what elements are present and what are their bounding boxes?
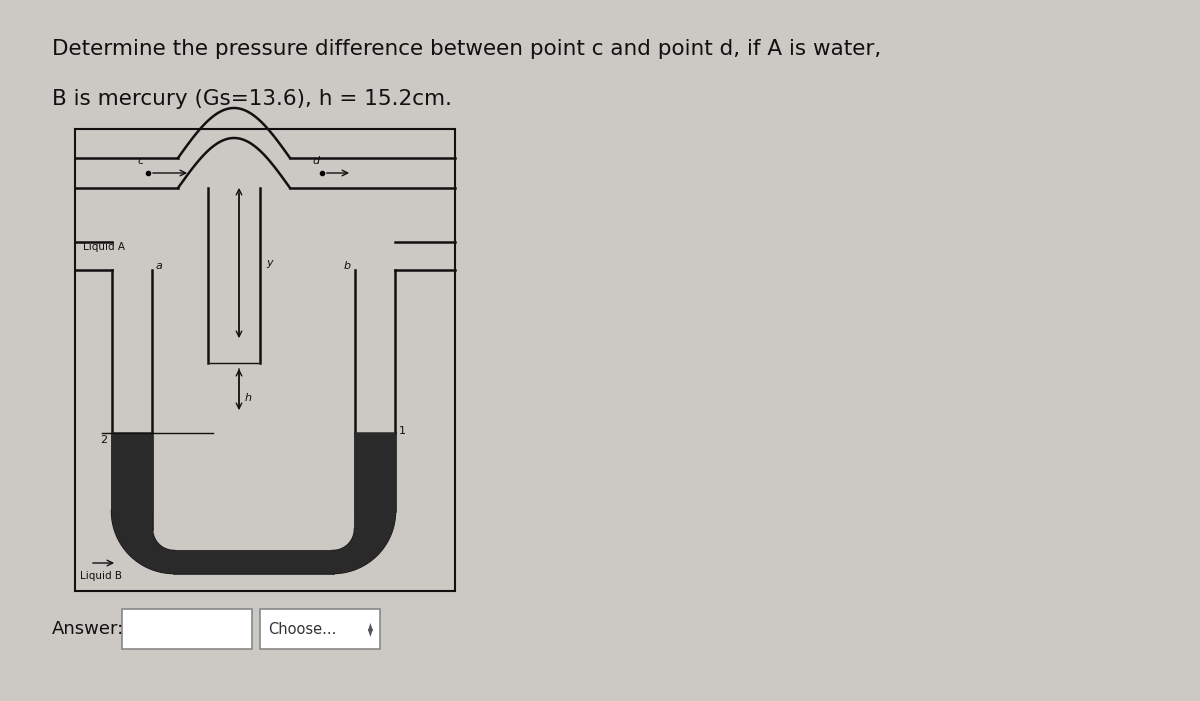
Polygon shape bbox=[112, 433, 395, 573]
Text: Answer:: Answer: bbox=[52, 620, 125, 638]
Text: Choose...: Choose... bbox=[268, 622, 336, 637]
Text: a: a bbox=[156, 261, 163, 271]
Text: ◄►: ◄► bbox=[365, 622, 374, 637]
Text: b: b bbox=[344, 261, 352, 271]
Text: d: d bbox=[313, 156, 320, 166]
Text: 2: 2 bbox=[100, 435, 107, 445]
Text: Liquid B: Liquid B bbox=[80, 571, 122, 581]
Text: 1: 1 bbox=[398, 426, 406, 436]
Text: c: c bbox=[138, 156, 144, 166]
Bar bbox=[260, 609, 380, 649]
Text: y: y bbox=[266, 259, 272, 268]
Bar bbox=[74, 129, 455, 591]
Text: Determine the pressure difference between point c and point d, if A is water,: Determine the pressure difference betwee… bbox=[52, 39, 881, 59]
Text: B is mercury (Gs=13.6), h = 15.2cm.: B is mercury (Gs=13.6), h = 15.2cm. bbox=[52, 89, 452, 109]
Text: Liquid A: Liquid A bbox=[83, 242, 125, 252]
Text: h: h bbox=[245, 393, 252, 403]
Bar bbox=[122, 609, 252, 649]
